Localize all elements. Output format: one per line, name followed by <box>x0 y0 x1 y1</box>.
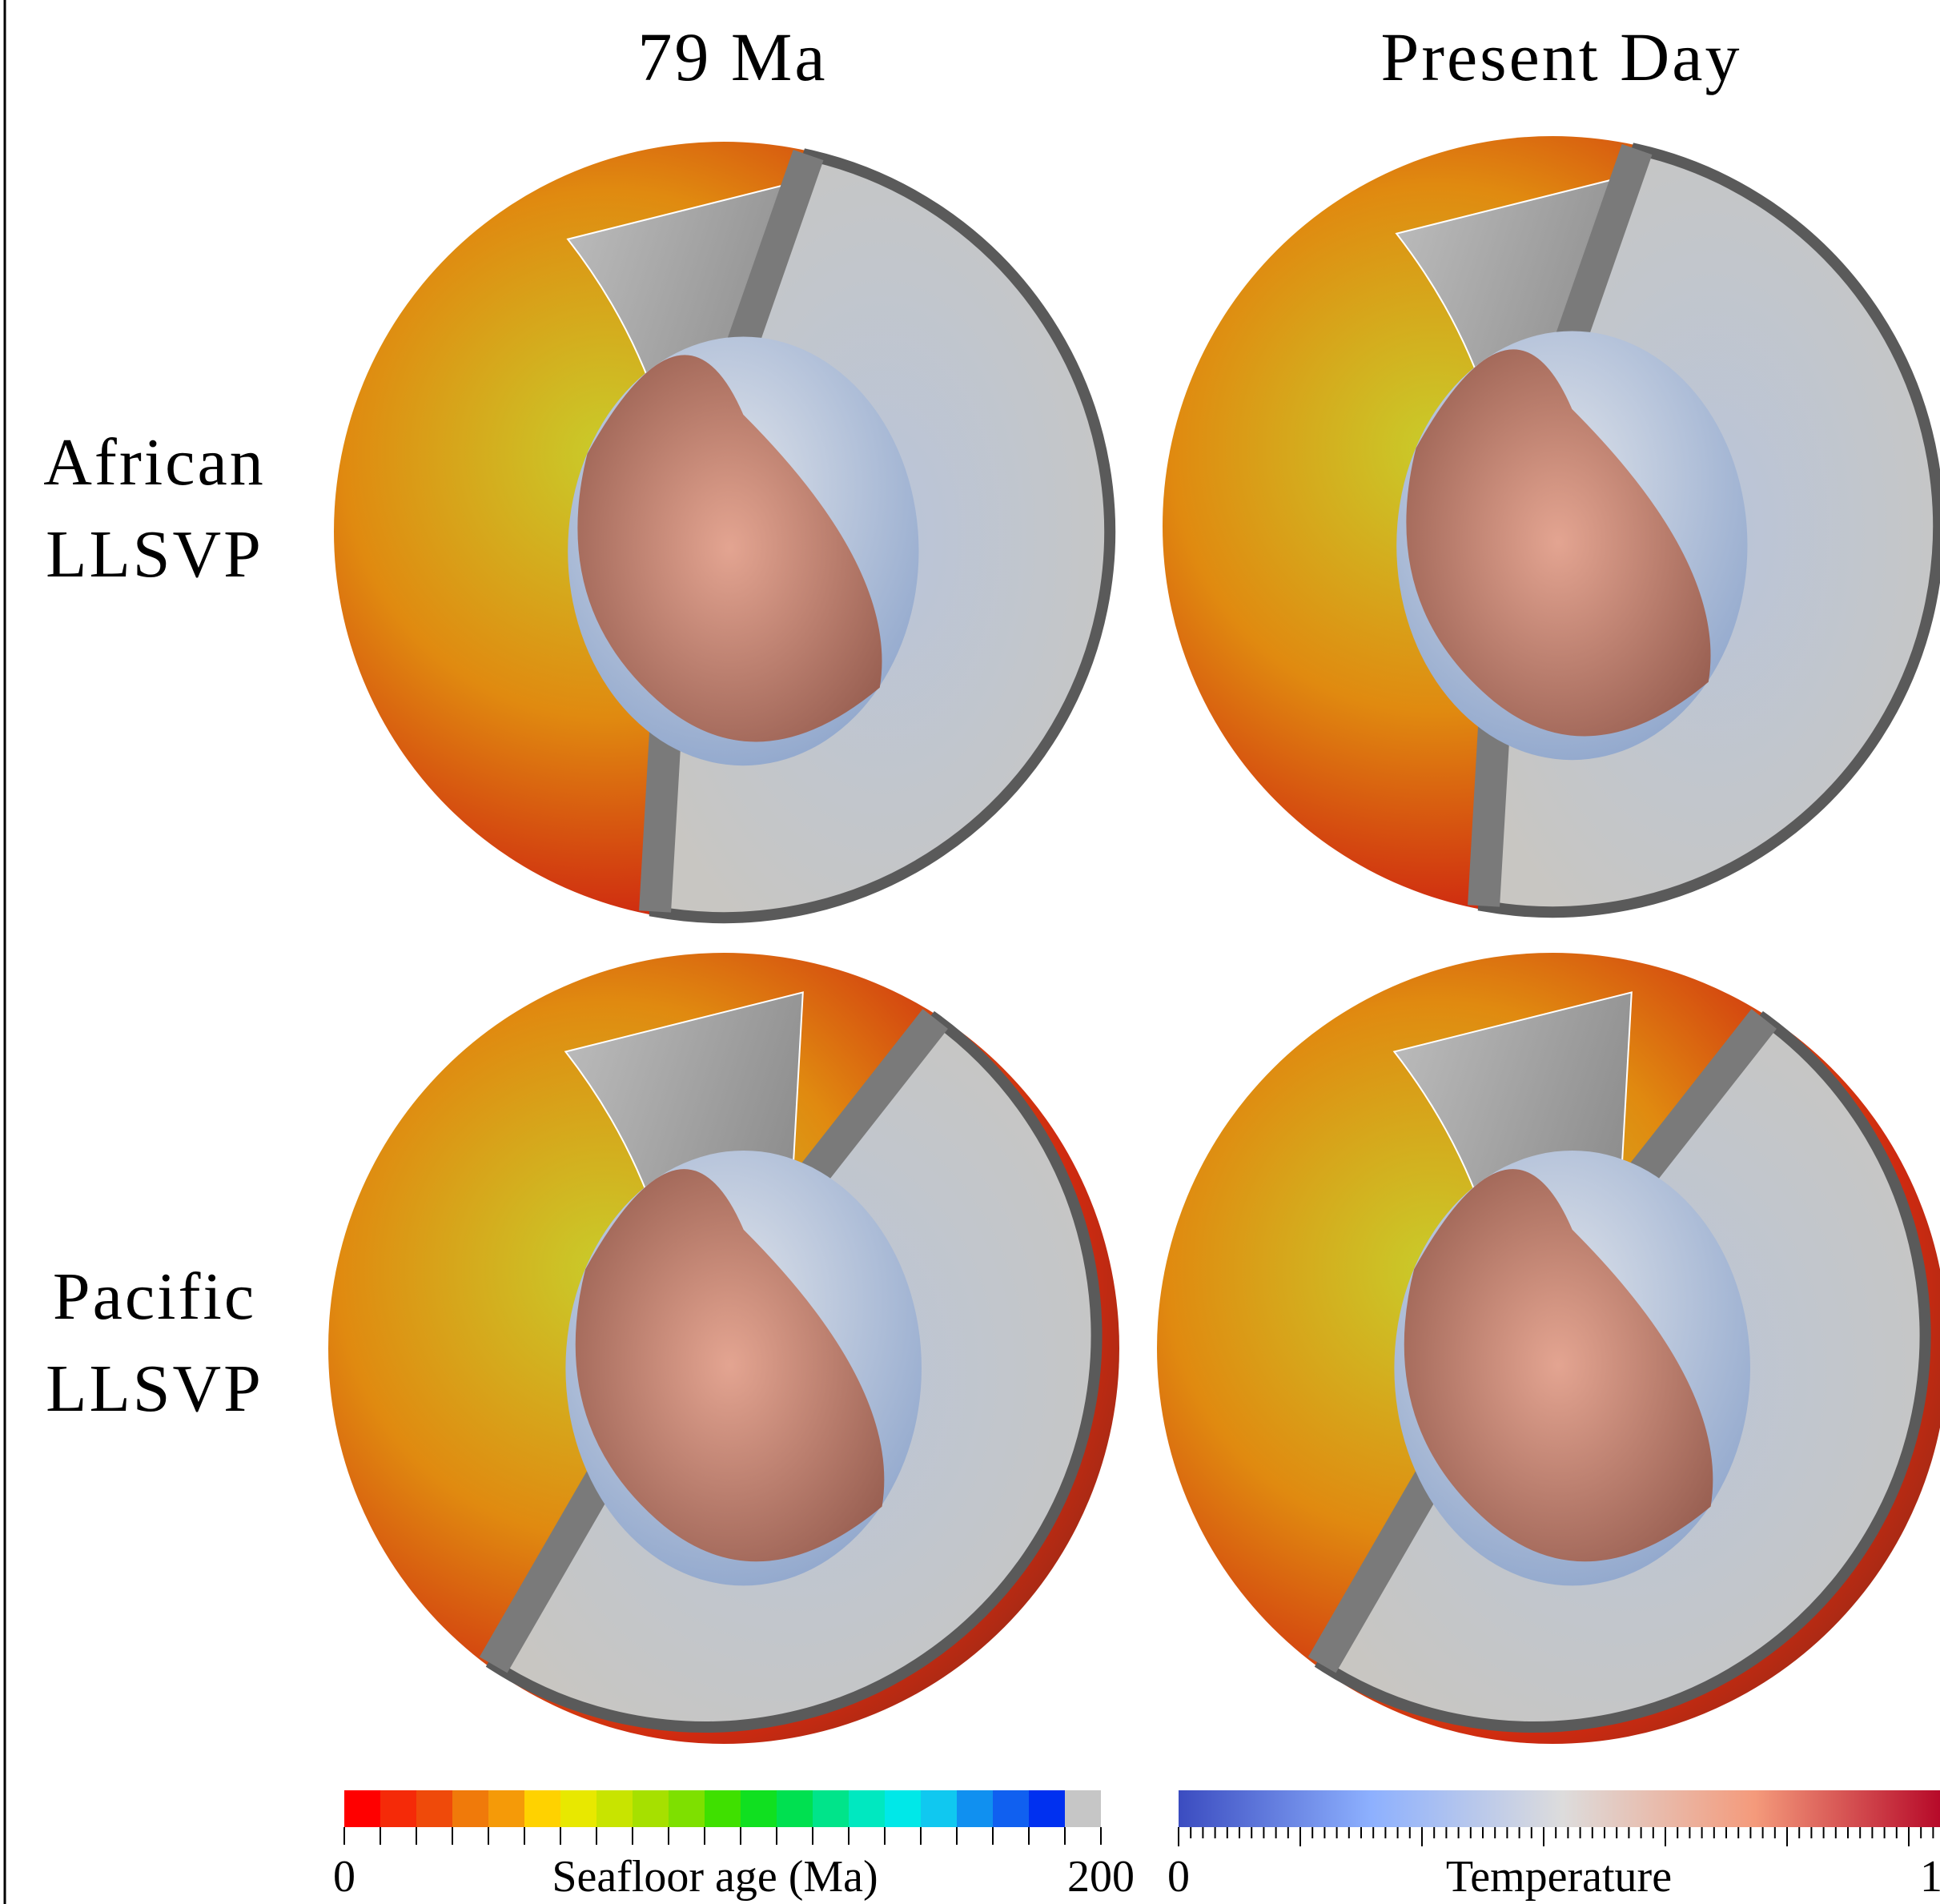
temperature-ticks <box>1179 1827 1933 1846</box>
colorbar-segment <box>560 1790 597 1827</box>
colorbar-title: Seafloor age (Ma) <box>552 1852 878 1902</box>
colorbar-segment <box>380 1790 417 1827</box>
seafloor-colorbar <box>344 1790 1101 1845</box>
row-label: Pacific <box>53 1259 256 1334</box>
earth-rendering <box>1163 136 1940 916</box>
row-label: LLSVP <box>46 517 263 592</box>
colorbar-max: 200 <box>1067 1852 1135 1902</box>
colorbar-min: 0 <box>1167 1852 1190 1902</box>
row-label: African <box>43 425 266 500</box>
colorbar-segment <box>957 1790 994 1827</box>
earth-rendering <box>334 142 1114 922</box>
figure: 79 Ma Present Day African LLSVP Pacific … <box>0 0 1940 1904</box>
colorbar-segment <box>849 1790 886 1827</box>
colorbar-segment <box>813 1790 850 1827</box>
colorbar-segment <box>524 1790 561 1827</box>
colorbar-segment <box>596 1790 633 1827</box>
colorbar-segment <box>1065 1790 1101 1827</box>
renderings <box>328 136 1940 1744</box>
colorbar-segment <box>885 1790 922 1827</box>
temperature-colorbar <box>1179 1790 1940 1827</box>
row-label: LLSVP <box>46 1352 263 1426</box>
colorbar-segment <box>488 1790 525 1827</box>
colorbar-max: 1 <box>1920 1852 1940 1902</box>
colorbar-segment <box>1029 1790 1066 1827</box>
colorbar-segment <box>921 1790 958 1827</box>
column-title: 79 Ma <box>637 18 827 95</box>
earth-rendering <box>328 953 1119 1744</box>
colorbar-segment <box>777 1790 813 1827</box>
colorbar-segment <box>669 1790 705 1827</box>
colorbar-title: Temperature <box>1446 1852 1672 1902</box>
colorbar-segment <box>416 1790 453 1827</box>
page: {"columns": ["79 Ma", "Present Day"], "r… <box>0 0 1940 1904</box>
colorbar-segment <box>741 1790 777 1827</box>
colorbar-segment <box>633 1790 669 1827</box>
colorbar-segment <box>993 1790 1030 1827</box>
earth-rendering <box>1157 953 1940 1744</box>
colorbar-segment <box>344 1790 381 1827</box>
column-title: Present Day <box>1381 18 1742 95</box>
colorbar-segment <box>452 1790 489 1827</box>
colorbar-min: 0 <box>333 1852 355 1902</box>
colorbar-segment <box>705 1790 741 1827</box>
